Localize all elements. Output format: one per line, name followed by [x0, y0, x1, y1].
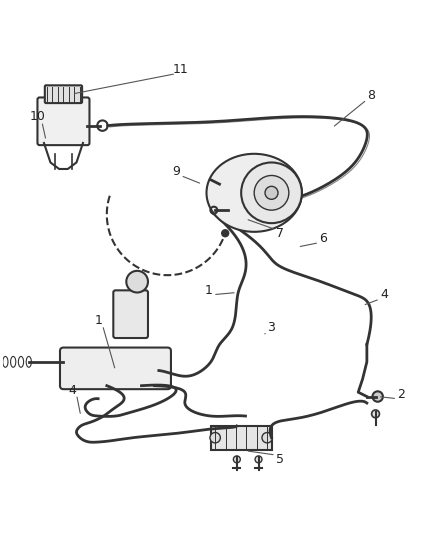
Circle shape: [261, 432, 272, 443]
Ellipse shape: [206, 154, 301, 232]
Circle shape: [126, 271, 148, 293]
Text: 4: 4: [379, 288, 387, 301]
FancyBboxPatch shape: [37, 98, 89, 145]
Text: 6: 6: [319, 232, 327, 245]
Circle shape: [209, 432, 220, 443]
Text: 5: 5: [276, 453, 283, 466]
FancyBboxPatch shape: [113, 290, 148, 338]
Text: 7: 7: [276, 228, 283, 240]
Text: 10: 10: [29, 110, 45, 124]
Text: 1: 1: [94, 314, 102, 327]
Circle shape: [240, 163, 301, 223]
Text: 8: 8: [366, 89, 374, 102]
Circle shape: [254, 456, 261, 463]
Text: 2: 2: [397, 388, 405, 401]
Text: 4: 4: [68, 384, 76, 397]
FancyBboxPatch shape: [210, 426, 271, 450]
Circle shape: [371, 410, 378, 418]
Circle shape: [265, 187, 277, 199]
FancyBboxPatch shape: [45, 85, 82, 103]
Circle shape: [233, 456, 240, 463]
Circle shape: [372, 391, 382, 402]
Circle shape: [254, 175, 288, 210]
FancyBboxPatch shape: [60, 348, 170, 389]
Text: 1: 1: [204, 284, 212, 297]
Text: 9: 9: [172, 165, 180, 177]
Text: 3: 3: [267, 321, 275, 334]
Text: 11: 11: [172, 63, 188, 76]
Circle shape: [221, 230, 228, 237]
